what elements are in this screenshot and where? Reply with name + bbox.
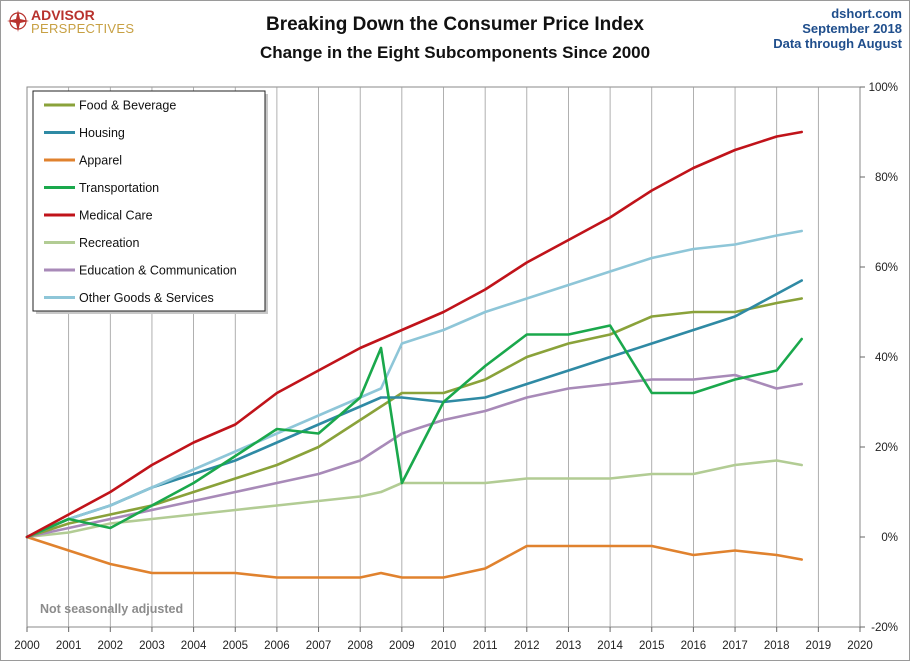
y-tick-label: -20% <box>871 622 898 634</box>
logo-line2: PERSPECTIVES <box>31 21 134 36</box>
y-tick-label: 0% <box>881 532 898 544</box>
legend-entry: Other Goods & Services <box>79 291 214 305</box>
y-tick-label: 60% <box>875 262 898 274</box>
x-tick-label: 2000 <box>14 640 40 652</box>
source-date: September 2018 <box>802 21 902 36</box>
x-tick-label: 2020 <box>847 640 873 652</box>
y-tick-label: 20% <box>875 442 898 454</box>
compass-star-icon <box>7 10 29 32</box>
y-tick-label: 80% <box>875 172 898 184</box>
chart-title: Breaking Down the Consumer Price Index <box>266 14 644 35</box>
legend-entry: Recreation <box>79 236 139 250</box>
series-line-medical-care <box>25 130 804 539</box>
x-tick-label: 2013 <box>556 640 582 652</box>
x-tick-label: 2019 <box>806 640 832 652</box>
x-tick-label: 2007 <box>306 640 332 652</box>
advisor-perspectives-logo: ADVISOR PERSPECTIVES <box>7 7 134 36</box>
legend-entry: Education & Communication <box>79 264 237 278</box>
source-through: Data through August <box>773 36 902 51</box>
legend-entry: Food & Beverage <box>79 99 176 113</box>
legend-entry: Medical Care <box>79 209 153 223</box>
x-tick-label: 2003 <box>139 640 165 652</box>
y-tick-label: 40% <box>875 352 898 364</box>
x-tick-label: 2001 <box>56 640 82 652</box>
x-tick-label: 2006 <box>264 640 290 652</box>
series-line-housing <box>25 279 804 539</box>
axis-ticks: 2000 2001 2002 2003 2004 2005 2006 2007 2008 2009… <box>14 82 898 652</box>
x-tick-label: 2002 <box>98 640 124 652</box>
series-line-other-goods-and-services <box>25 229 804 539</box>
x-tick-label: 2018 <box>764 640 790 652</box>
x-tick-label: 2004 <box>181 640 207 652</box>
x-tick-label: 2012 <box>514 640 540 652</box>
source-site: dshort.com <box>831 6 902 21</box>
legend-box <box>32 90 266 312</box>
x-tick-label: 2009 <box>389 640 415 652</box>
x-tick-label: 2014 <box>597 640 623 652</box>
series-line-food-and-beverage <box>25 297 804 539</box>
x-tick-label: 2015 <box>639 640 665 652</box>
chart-subtitle: Change in the Eight Subcomponents Since … <box>260 43 650 62</box>
series-lines <box>25 130 804 579</box>
y-tick-label: 100% <box>869 82 898 94</box>
series-line-apparel <box>25 535 804 579</box>
legend: Food & Beverage Housing Apparel Transportat… <box>32 90 268 314</box>
x-tick-label: 2016 <box>681 640 707 652</box>
series-line-transportation <box>25 324 804 539</box>
legend-entry: Apparel <box>79 154 122 168</box>
x-tick-label: 2017 <box>722 640 748 652</box>
x-tick-label: 2010 <box>431 640 457 652</box>
series-line-education-and-communication <box>25 373 804 539</box>
logo-line1: ADVISOR <box>31 7 95 23</box>
seasonal-note: Not seasonally adjusted <box>40 602 183 616</box>
x-tick-label: 2008 <box>347 640 373 652</box>
x-tick-label: 2005 <box>222 640 248 652</box>
legend-entry: Housing <box>79 126 125 140</box>
legend-entry: Transportation <box>79 181 159 195</box>
x-tick-label: 2011 <box>473 640 498 652</box>
